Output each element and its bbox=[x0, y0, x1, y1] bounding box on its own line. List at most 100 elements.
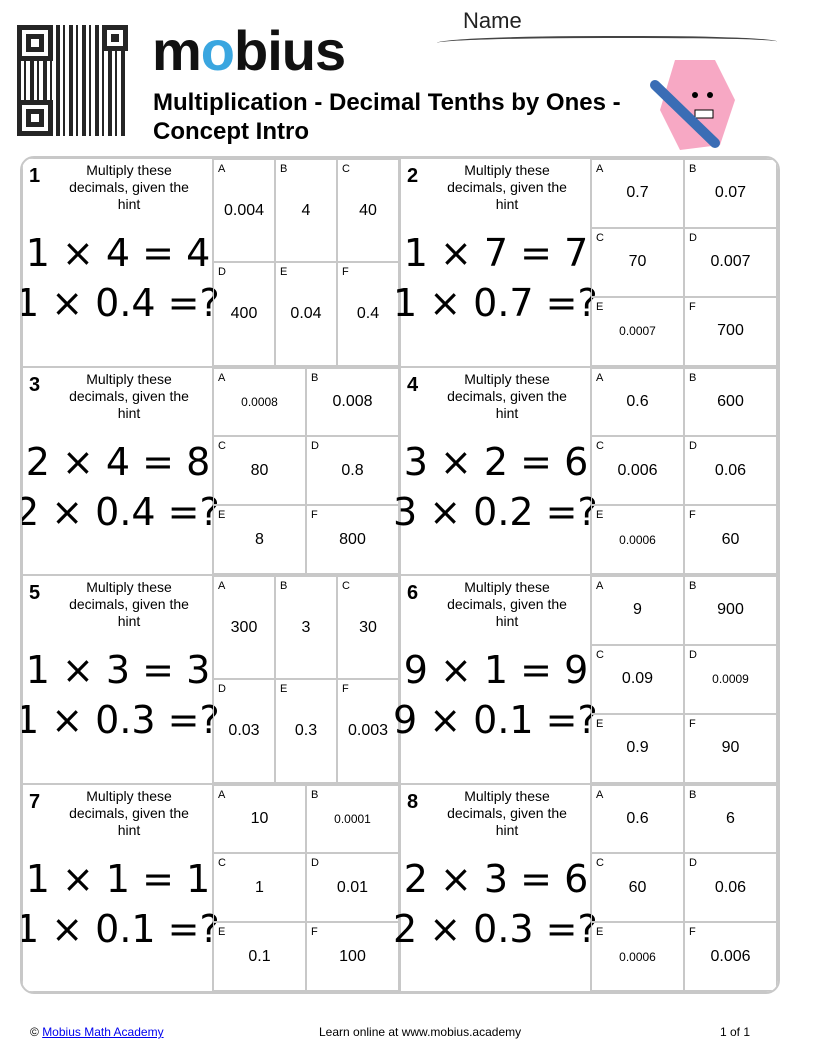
answer-option-a[interactable]: A 0.6 bbox=[591, 367, 684, 437]
option-letter: F bbox=[689, 509, 696, 522]
answer-option-a[interactable]: A 0.004 bbox=[213, 159, 275, 263]
answer-option-a[interactable]: A 0.7 bbox=[591, 159, 684, 228]
option-letter: A bbox=[596, 580, 604, 592]
problem-number: 7 bbox=[29, 790, 41, 813]
option-letter: B bbox=[689, 163, 697, 175]
answer-option-c[interactable]: C 0.09 bbox=[591, 644, 684, 714]
answer-option-e[interactable]: E 0.0007 bbox=[591, 296, 684, 366]
answer-option-f[interactable]: F 0.006 bbox=[684, 922, 777, 991]
option-value: 0.9 bbox=[626, 739, 649, 757]
problem-8: 8 Multiply these decimals, given the hin… bbox=[393, 783, 778, 992]
answer-option-c[interactable]: C 40 bbox=[337, 159, 399, 263]
option-letter: A bbox=[218, 580, 226, 592]
answer-option-d[interactable]: D 0.01 bbox=[306, 853, 399, 923]
answer-option-d[interactable]: D 0.0009 bbox=[684, 644, 777, 714]
hint-equation: 2 × 4 = 8 bbox=[25, 439, 211, 484]
answer-option-c[interactable]: C 80 bbox=[213, 436, 306, 506]
answer-option-c[interactable]: C 30 bbox=[337, 576, 399, 680]
answer-option-b[interactable]: B 600 bbox=[684, 367, 777, 437]
question-equation: 1 × 0.3 =? bbox=[20, 698, 220, 742]
problem-prompt: 5 Multiply these decimals, given the hin… bbox=[20, 576, 220, 783]
answer-option-f[interactable]: F 90 bbox=[684, 713, 777, 783]
answer-option-b[interactable]: B 0.008 bbox=[306, 367, 399, 437]
option-value: 3 bbox=[301, 618, 311, 636]
answer-option-f[interactable]: F 0.003 bbox=[337, 679, 399, 783]
answer-option-d[interactable]: D 0.06 bbox=[684, 853, 777, 923]
answer-option-f[interactable]: F 100 bbox=[306, 922, 399, 991]
hint-equation: 1 × 1 = 1 bbox=[25, 856, 211, 901]
problem-number: 4 bbox=[407, 373, 419, 396]
instruction: Multiply these decimals, given the hint bbox=[447, 787, 567, 838]
option-value: 70 bbox=[628, 253, 647, 271]
answer-option-f[interactable]: F 800 bbox=[306, 505, 399, 574]
option-value: 8 bbox=[255, 530, 264, 548]
option-value: 90 bbox=[721, 739, 740, 757]
option-value: 1 bbox=[255, 878, 264, 896]
qr-code bbox=[17, 25, 128, 136]
option-value: 0.008 bbox=[332, 392, 373, 410]
question-equation: 9 × 0.1 =? bbox=[393, 698, 598, 742]
option-letter: C bbox=[596, 857, 604, 870]
option-letter: E bbox=[218, 509, 226, 522]
problem-prompt: 1 Multiply these decimals, given the hin… bbox=[22, 159, 220, 366]
option-value: 0.006 bbox=[710, 947, 751, 965]
option-letter: B bbox=[689, 788, 697, 801]
answer-option-a[interactable]: A 0.6 bbox=[591, 784, 684, 854]
answer-option-a[interactable]: A 10 bbox=[213, 784, 306, 854]
hint-equation: 1 × 3 = 3 bbox=[25, 648, 211, 692]
answer-option-e[interactable]: E 0.04 bbox=[275, 262, 337, 366]
answer-option-c[interactable]: C 60 bbox=[591, 853, 684, 923]
answer-option-a[interactable]: A 0.0008 bbox=[213, 367, 306, 437]
answer-option-a[interactable]: A 300 bbox=[213, 576, 275, 680]
answer-option-c[interactable]: C 70 bbox=[591, 227, 684, 297]
option-letter: C bbox=[596, 648, 604, 661]
answer-option-d[interactable]: D 0.007 bbox=[684, 227, 777, 297]
answer-options: A 300 B 3 C 30 D 0.03 E 0.3 F 0.003 bbox=[213, 576, 399, 783]
answer-option-d[interactable]: D 0.06 bbox=[684, 436, 777, 506]
option-value: 0.4 bbox=[356, 304, 380, 322]
instruction: Multiply these decimals, given the hint bbox=[447, 579, 567, 629]
option-letter: D bbox=[689, 857, 697, 870]
option-letter: A bbox=[596, 163, 604, 175]
option-value: 0.004 bbox=[223, 201, 265, 219]
problem-number: 2 bbox=[407, 165, 419, 187]
mobius-link[interactable]: Mobius Math Academy bbox=[42, 1025, 164, 1039]
answer-option-d[interactable]: D 0.8 bbox=[306, 436, 399, 506]
answer-option-b[interactable]: B 0.0001 bbox=[306, 784, 399, 854]
answer-options: A 0.004 B 4 C 40 D 400 E 0.04 F 0.4 bbox=[213, 159, 399, 366]
option-letter: B bbox=[280, 163, 288, 175]
answer-option-c[interactable]: C 0.006 bbox=[591, 436, 684, 506]
option-letter: A bbox=[596, 788, 604, 801]
option-letter: E bbox=[596, 509, 604, 522]
option-letter: E bbox=[596, 717, 604, 730]
answer-option-d[interactable]: D 400 bbox=[213, 262, 275, 366]
option-letter: C bbox=[596, 231, 604, 244]
option-value: 4 bbox=[301, 201, 311, 219]
answer-option-b[interactable]: B 900 bbox=[684, 576, 777, 645]
name-line[interactable] bbox=[437, 36, 777, 50]
answer-option-b[interactable]: B 0.07 bbox=[684, 159, 777, 228]
answer-option-e[interactable]: E 0.0006 bbox=[591, 922, 684, 991]
answer-option-f[interactable]: F 60 bbox=[684, 505, 777, 574]
hint-equation: 2 × 3 = 6 bbox=[403, 856, 589, 901]
option-letter: B bbox=[280, 580, 288, 592]
answer-option-f[interactable]: F 0.4 bbox=[337, 262, 399, 366]
answer-option-e[interactable]: E 0.3 bbox=[275, 679, 337, 783]
mobius-logo: mobius bbox=[152, 19, 346, 82]
instruction: Multiply these decimals, given the hint bbox=[447, 162, 567, 212]
answer-option-f[interactable]: F 700 bbox=[684, 296, 777, 366]
answer-option-e[interactable]: E 0.9 bbox=[591, 713, 684, 783]
answer-option-d[interactable]: D 0.03 bbox=[213, 679, 275, 783]
option-value: 10 bbox=[250, 809, 269, 827]
option-value: 40 bbox=[359, 201, 377, 219]
hint-equation: 3 × 2 = 6 bbox=[403, 439, 589, 484]
answer-option-e[interactable]: E 0.0006 bbox=[591, 505, 684, 574]
problem-number: 1 bbox=[29, 165, 41, 187]
answer-option-e[interactable]: E 0.1 bbox=[213, 922, 306, 991]
